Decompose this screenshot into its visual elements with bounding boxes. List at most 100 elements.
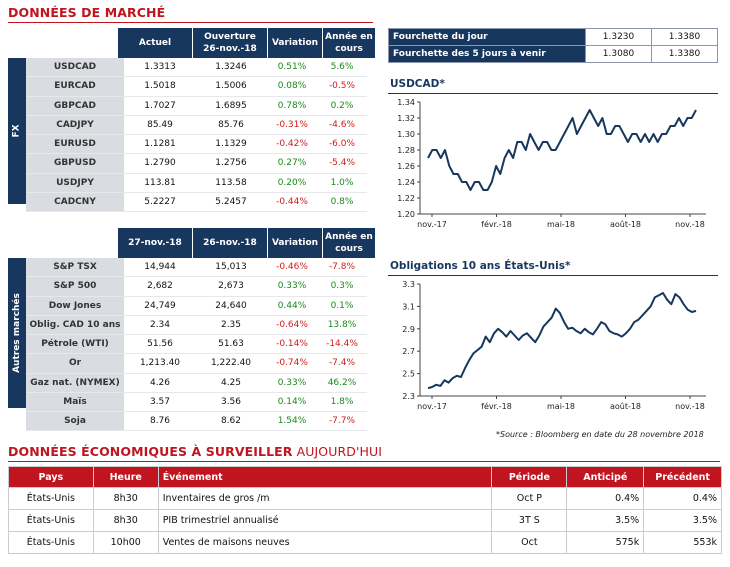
us10y-x-tick-label: nov.-18	[675, 402, 705, 411]
usdcad-x-tick-label: févr.-18	[481, 219, 512, 229]
fx-row-annee: -4.6%	[317, 115, 367, 136]
fx-row: EURUSD 1.1281 1.1329 -0.42% -6.0%	[26, 134, 367, 155]
eco-row-pays: États-Unis	[8, 509, 94, 532]
market-title: DONNÉES DE MARCHÉ	[8, 5, 166, 20]
other-side-label: Autres marchés	[8, 258, 26, 408]
chart1-divider	[388, 93, 718, 94]
range-day-label: Fourchette du jour	[388, 28, 586, 46]
other-row: Dow Jones 24,749 24,640 0.44% 0.1%	[26, 296, 367, 316]
usdcad-x-tick-label: nov.-17	[417, 220, 447, 229]
fx-side-label: FX	[8, 58, 26, 204]
eco-table: Pays Heure Événement Période Anticipé Pr…	[8, 466, 722, 554]
eco-title-bold: DONNÉES ÉCONOMIQUES À SURVEILLER	[8, 444, 293, 459]
eco-row-pays: États-Unis	[8, 531, 94, 554]
fx-row-label: GBPUSD	[26, 153, 125, 174]
fx-row-annee: 1.0%	[317, 173, 367, 193]
eco-row: États-Unis 10h00 Ventes de maisons neuves O…	[8, 531, 722, 554]
eco-row-periode: Oct	[491, 531, 568, 554]
fx-row-variation: 0.20%	[266, 173, 318, 193]
other-row-variation: 0.14%	[266, 392, 318, 413]
fx-header-actuel: Actuel	[118, 28, 193, 58]
eco-row-heure: 8h30	[92, 509, 159, 532]
fx-row: GBPUSD 1.2790 1.2756 0.27% -5.4%	[26, 153, 367, 174]
other-row-actuel: 24,749	[124, 296, 196, 316]
other-row-actuel: 14,944	[124, 258, 196, 278]
other-row-label: Soja	[26, 411, 125, 432]
eco-row: États-Unis 8h30 Inventaires de gros /m Oct …	[8, 487, 722, 510]
fx-table: Actuel Ouverture 26-nov.-18 Variation An…	[8, 28, 376, 213]
other-row-actuel: 2,682	[124, 276, 196, 297]
us10y-chart-title: Obligations 10 ans États-Unis*	[390, 260, 571, 272]
other-row-variation: -0.46%	[266, 258, 318, 278]
range-5day-label: Fourchette des 5 jours à venir	[388, 45, 586, 63]
fx-row-ouverture: 1.6895	[195, 96, 267, 116]
other-row-annee: -7.8%	[317, 258, 367, 278]
fx-row-label: CADJPY	[26, 115, 125, 136]
other-row-actuel: 51.56	[124, 334, 196, 355]
eco-row-evenement: Ventes de maisons neuves	[157, 531, 493, 554]
other-row-annee: -7.7%	[317, 411, 367, 432]
other-header-date2: 26-nov.-18	[192, 228, 268, 258]
eco-row-evenement: Inventaires de gros /m	[157, 487, 493, 510]
fx-row-ouverture: 1.2756	[195, 153, 267, 174]
eco-header-anticipe: Anticipé	[566, 466, 645, 488]
fx-row: GBPCAD 1.7027 1.6895 0.78% 0.2%	[26, 96, 367, 116]
range-day-high: 1.3380	[651, 28, 718, 46]
fx-row-label: GBPCAD	[26, 96, 125, 116]
fx-row-variation: 0.08%	[266, 76, 318, 97]
other-row: S&P TSX 14,944 15,013 -0.46% -7.8%	[26, 258, 367, 278]
other-header-date1: 27-nov.-18	[118, 228, 193, 258]
usdcad-chart: 1.20 1.22 1.24 1.26 1.28 1.30 1.32 1.34 nov.-17 f…	[397, 98, 706, 229]
fx-row-annee: -0.5%	[317, 76, 367, 97]
fx-row-label: USDCAD	[26, 58, 125, 78]
eco-row-pays: États-Unis	[8, 487, 94, 510]
other-row-variation: 0.33%	[266, 276, 318, 297]
other-row-actuel: 2.34	[124, 315, 196, 336]
other-row-actuel: 4.26	[124, 373, 196, 393]
other-row-variation: -0.14%	[266, 334, 318, 355]
fx-row-ouverture: 5.2457	[195, 192, 267, 213]
fx-row-actuel: 85.49	[124, 115, 196, 136]
other-row-variation: -0.74%	[266, 353, 318, 374]
fx-row-annee: 5.6%	[317, 58, 367, 78]
fx-row-annee: -5.4%	[317, 153, 367, 174]
other-row-ouverture: 51.63	[195, 334, 267, 355]
range-5day-low: 1.3080	[585, 45, 652, 63]
title-divider	[8, 22, 373, 23]
eco-header-heure: Heure	[92, 466, 159, 488]
fx-row-variation: 0.78%	[266, 96, 318, 116]
eco-title-rest: AUJOURD'HUI	[292, 444, 383, 459]
usdcad-y-tick-label: 1.32	[397, 114, 415, 123]
other-row-ouverture: 3.56	[195, 392, 267, 413]
eco-divider	[8, 461, 720, 462]
other-row-actuel: 1,213.40	[124, 353, 196, 374]
other-row-label: S&P 500	[26, 276, 125, 297]
us10y-chart: 2.3 2.5 2.7 2.9 3.1 3.3 nov.-17 févr.-18 mai-18 a…	[402, 280, 706, 411]
other-row-label: Pétrole (WTI)	[26, 334, 125, 355]
fx-row-actuel: 1.2790	[124, 153, 196, 174]
fx-row-variation: -0.42%	[266, 134, 318, 155]
fx-row-ouverture: 113.58	[195, 173, 267, 193]
eco-row-heure: 10h00	[92, 531, 159, 554]
range-day-low: 1.3230	[585, 28, 652, 46]
usdcad-series-line	[427, 109, 697, 191]
fx-row-label: CADCNY	[26, 192, 125, 213]
usdcad-x-tick-label: mai-18	[547, 220, 575, 229]
usdcad-y-tick-label: 1.34	[397, 98, 415, 107]
other-row-label: Gaz nat. (NYMEX)	[26, 373, 125, 393]
other-row-variation: -0.64%	[266, 315, 318, 336]
usdcad-y-tick-label: 1.20	[397, 210, 415, 219]
fx-row-annee: 0.2%	[317, 96, 367, 116]
eco-row-evenement: PIB trimestriel annualisé	[157, 509, 493, 532]
other-row: Or 1,213.40 1,222.40 -0.74% -7.4%	[26, 353, 367, 374]
eco-row-periode: 3T S	[491, 509, 568, 532]
other-row-variation: 1.54%	[266, 411, 318, 432]
fx-row-actuel: 113.81	[124, 173, 196, 193]
usdcad-y-tick-label: 1.24	[397, 178, 415, 187]
fx-row-label: USDJPY	[26, 173, 125, 193]
other-row-label: S&P TSX	[26, 258, 125, 278]
range-5day-high: 1.3380	[651, 45, 718, 63]
other-row-label: Or	[26, 353, 125, 374]
other-row: Oblig. CAD 10 ans 2.34 2.35 -0.64% 13.8%	[26, 315, 367, 336]
fx-row-variation: 0.27%	[266, 153, 318, 174]
